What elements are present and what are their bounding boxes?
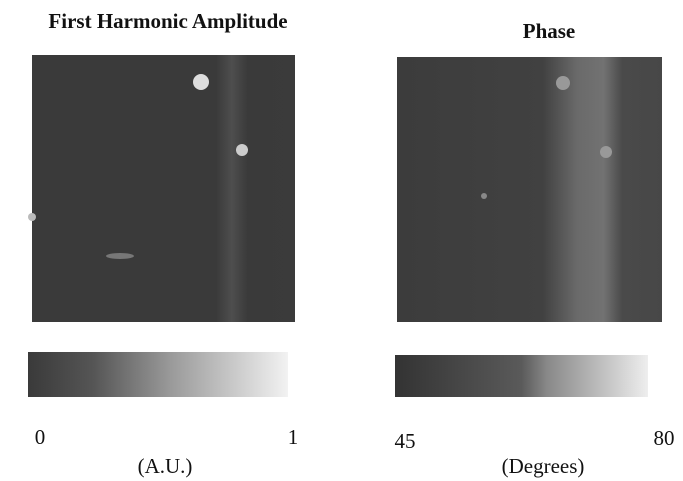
spot xyxy=(106,253,134,259)
colorbar-unit: (Degrees) xyxy=(502,454,585,478)
colorbar-min: 0 xyxy=(35,425,46,449)
spot xyxy=(600,146,612,158)
amplitude-image xyxy=(32,55,295,322)
spot xyxy=(481,193,487,199)
colorbar-max: 1 xyxy=(288,425,299,449)
spot xyxy=(193,74,209,90)
colorbar-unit: (A.U.) xyxy=(138,454,193,478)
spot xyxy=(236,144,248,156)
phase-image xyxy=(397,57,662,322)
colorbar-max: 80 xyxy=(654,426,675,450)
spot xyxy=(556,76,570,90)
colorbar xyxy=(28,352,288,397)
panel-title: Phase xyxy=(523,19,576,43)
panel-title: First Harmonic Amplitude xyxy=(48,9,287,33)
spot xyxy=(28,213,36,221)
colorbar-min: 45 xyxy=(395,429,416,453)
colorbar xyxy=(395,355,648,397)
